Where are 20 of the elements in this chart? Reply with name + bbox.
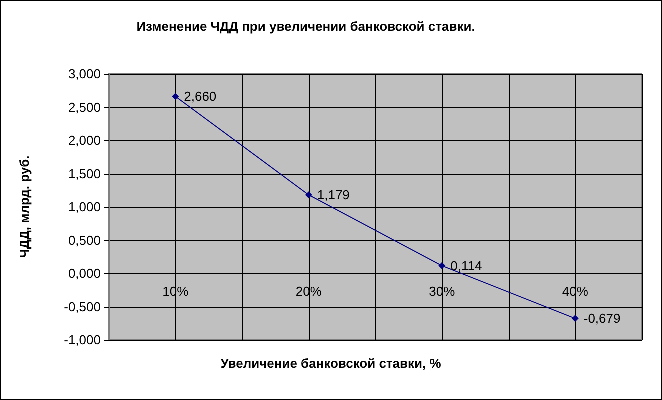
y-tick-label: 1,000 [68,200,101,214]
y-tick-label: 0,500 [68,232,101,248]
y-tick-label: 3,000 [68,66,101,82]
point [438,262,446,270]
y-tick-label: -0,500 [64,299,101,314]
point [172,93,180,100]
data-label: 2,660 [184,89,217,104]
point [572,315,579,322]
y-tick-label: 1,500 [68,166,101,182]
y-tick-label: -1,000 [64,332,101,348]
y-tick-label: 2,500 [68,100,101,115]
y-tick-label: 0,000 [68,266,101,281]
y-axis-title: ЧДД, млрд. руб. [17,156,32,258]
data-label: 0,114 [450,258,482,274]
data-label: -0,679 [584,311,621,326]
y-tick-label: 2,000 [68,133,101,148]
data-label: 1,179 [317,188,350,203]
chart-title: Изменение ЧДД при увеличении банковской ставки. [136,19,476,34]
x-axis-title: Увеличение банковской ставки, % [220,356,442,371]
point [305,192,312,199]
